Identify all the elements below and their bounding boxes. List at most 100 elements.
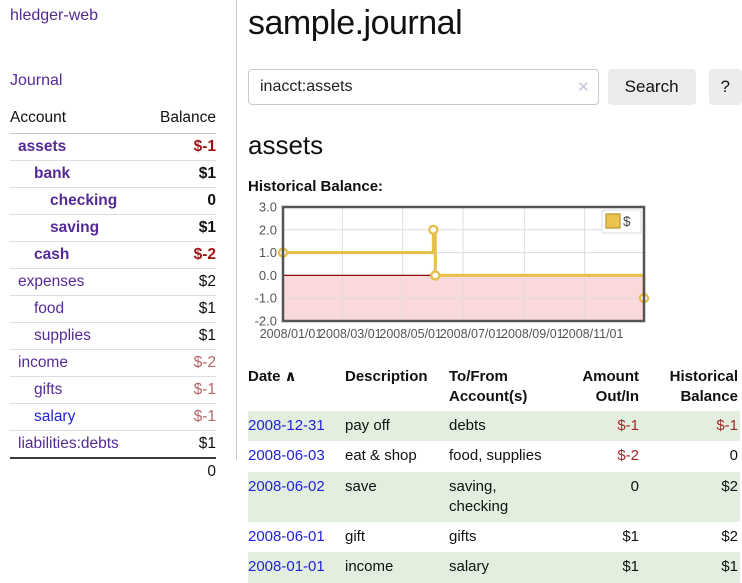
account-balance: $1 [145,322,216,351]
account-link[interactable]: liabilities:debts [18,435,119,453]
svg-text:2.0: 2.0 [259,222,277,237]
main-content: sample.journal ✕ Search ? assets Histori… [248,0,742,583]
svg-text:-1.0: -1.0 [255,290,277,305]
account-row: gifts $-1 [10,376,216,405]
clear-search-icon[interactable]: ✕ [577,78,590,96]
transaction-date-link[interactable]: 2008-06-03 [248,447,325,465]
transaction-date-cell: 2008-06-03 [248,441,345,471]
account-row: bank $1 [10,160,216,189]
register-table: Date ∧ Description To/From Account(s) Amount O… [248,365,740,583]
transaction-balance: $1 [721,558,738,576]
search-box: ✕ [248,68,599,105]
transaction-accounts: salary [449,558,490,576]
transaction-amount: $-2 [617,447,639,465]
transaction-date-cell: 2008-06-02 [248,472,345,523]
transaction-date-cell: 2008-06-01 [248,522,345,552]
account-link[interactable]: bank [34,165,71,183]
register-column-header[interactable]: Date ∧ [248,367,297,385]
account-row: cash $-2 [10,241,216,270]
register-column-header[interactable]: Amount Out/In [582,367,639,405]
register-column-header[interactable]: Historical Balance [669,367,738,405]
transaction-date-link[interactable]: 2008-01-01 [248,558,325,576]
accounts-header-balance: Balance [145,106,216,135]
brand-link[interactable]: hledger-web [10,7,99,24]
account-balance: $2 [145,268,216,297]
transaction-description: pay off [345,417,390,434]
transaction-balance: $-1 [716,417,738,434]
account-balance: $-1 [145,376,216,405]
account-balance: $-2 [145,241,216,270]
transaction-balance: 0 [729,447,738,465]
transaction-accounts: food, supplies [449,447,542,465]
transaction-amount: $-1 [617,417,639,434]
account-link[interactable]: salary [34,408,76,426]
account-row: expenses $2 [10,268,216,297]
svg-text:-2.0: -2.0 [255,313,277,328]
account-row: salary $-1 [10,403,216,432]
transaction-description: eat & shop [345,447,417,465]
transaction-accounts: debts [449,417,486,434]
account-balance: $-1 [145,133,216,162]
transaction-date-cell: 2008-01-01 [248,552,345,582]
svg-text:0.0: 0.0 [259,267,277,282]
transaction-row: 2008-06-03 eat & shop food, supplies $-2 0 [248,441,740,471]
search-button[interactable]: Search [607,68,696,105]
transaction-amount: $1 [622,558,639,576]
account-row: supplies $1 [10,322,216,351]
transaction-amount: 0 [630,477,639,495]
register-column-header[interactable]: Description [345,367,428,385]
transaction-balance: $2 [721,528,738,545]
help-button[interactable]: ? [708,68,742,105]
account-balance: $1 [145,295,216,324]
account-row: assets $-1 [10,133,216,162]
account-row: income $-2 [10,349,216,378]
sidebar: hledger-web Journal Account Balance asse… [0,0,237,486]
transaction-date-link[interactable]: 2008-12-31 [248,417,325,434]
svg-text:2008/01/01: 2008/01/01 [260,327,323,341]
account-link[interactable]: expenses [18,273,85,291]
account-link[interactable]: income [18,354,68,372]
transaction-date-link[interactable]: 2008-06-02 [248,477,325,495]
sort-asc-icon: ∧ [284,367,297,385]
account-link[interactable]: saving [50,219,100,237]
svg-text:1.0: 1.0 [259,245,277,260]
transaction-row: 2008-01-01 income salary $1 $1 [248,552,740,583]
account-link[interactable]: cash [34,246,70,264]
account-title: assets [248,129,324,160]
account-link[interactable]: supplies [34,327,91,345]
transaction-row: 2008-06-02 save saving, checking 0 $2 [248,471,740,523]
search-bar: ✕ Search ? [248,68,742,105]
account-row: liabilities:debts $1 [10,430,216,459]
account-balance: 0 [145,187,216,216]
svg-text:2008/09/01: 2008/09/01 [501,327,564,341]
account-balance: $-1 [145,403,216,432]
transaction-description: income [345,558,394,576]
svg-text:2008/11/01: 2008/11/01 [562,327,624,341]
svg-text:2008/03/01: 2008/03/01 [319,327,382,341]
transaction-description: gift [345,528,366,545]
sidebar-item-journal[interactable]: Journal [10,72,63,90]
transaction-date-link[interactable]: 2008-06-01 [248,528,325,545]
transaction-accounts: gifts [449,528,477,545]
search-input[interactable] [248,68,599,105]
register-column-header[interactable]: To/From Account(s) [449,367,528,405]
account-row: saving $1 [10,214,216,243]
svg-text:2008/07/01: 2008/07/01 [440,327,503,341]
transaction-description: save [345,477,377,495]
account-link[interactable]: gifts [34,381,63,399]
account-link[interactable]: food [34,300,65,318]
account-balance: $1 [145,160,216,189]
page-title: sample.journal [248,4,463,42]
transaction-row: 2008-12-31 pay off debts $-1 $-1 [248,411,740,442]
chart-label: Historical Balance: [248,177,384,195]
svg-text:$: $ [623,214,631,229]
account-row: food $1 [10,295,216,324]
account-balance: $1 [145,214,216,243]
transaction-accounts: saving, checking [449,477,509,515]
account-link[interactable]: assets [18,138,67,156]
account-link[interactable]: checking [50,192,118,210]
transaction-balance: $2 [721,477,738,495]
accounts-total-row: 0 [10,457,216,486]
svg-text:2008/05/01: 2008/05/01 [379,327,442,341]
accounts-total-value: 0 [145,457,216,486]
